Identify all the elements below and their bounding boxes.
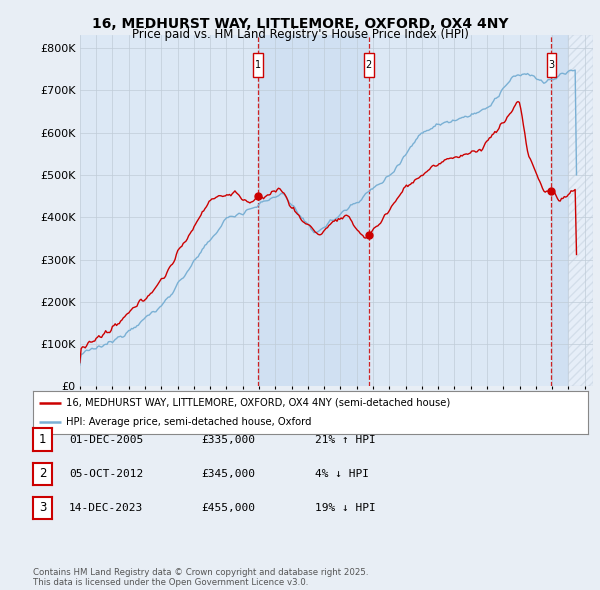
Text: HPI: Average price, semi-detached house, Oxford: HPI: Average price, semi-detached house,… xyxy=(66,417,312,427)
Text: £455,000: £455,000 xyxy=(201,503,255,513)
Text: 16, MEDHURST WAY, LITTLEMORE, OXFORD, OX4 4NY (semi-detached house): 16, MEDHURST WAY, LITTLEMORE, OXFORD, OX… xyxy=(66,398,451,408)
Text: 05-OCT-2012: 05-OCT-2012 xyxy=(69,469,143,478)
Bar xyxy=(257,35,369,386)
FancyBboxPatch shape xyxy=(253,53,263,77)
Text: 1: 1 xyxy=(39,433,46,446)
Text: 2: 2 xyxy=(366,60,372,70)
FancyBboxPatch shape xyxy=(547,53,556,77)
Text: 2: 2 xyxy=(39,467,46,480)
Text: 14-DEC-2023: 14-DEC-2023 xyxy=(69,503,143,513)
Text: 01-DEC-2005: 01-DEC-2005 xyxy=(69,435,143,444)
Text: Contains HM Land Registry data © Crown copyright and database right 2025.
This d: Contains HM Land Registry data © Crown c… xyxy=(33,568,368,587)
Text: £335,000: £335,000 xyxy=(201,435,255,444)
Text: £345,000: £345,000 xyxy=(201,469,255,478)
Text: Price paid vs. HM Land Registry's House Price Index (HPI): Price paid vs. HM Land Registry's House … xyxy=(131,28,469,41)
Bar xyxy=(568,35,593,386)
Text: 3: 3 xyxy=(548,60,554,70)
Bar xyxy=(551,35,568,386)
Text: 1: 1 xyxy=(254,60,261,70)
Text: 21% ↑ HPI: 21% ↑ HPI xyxy=(315,435,376,444)
Text: 16, MEDHURST WAY, LITTLEMORE, OXFORD, OX4 4NY: 16, MEDHURST WAY, LITTLEMORE, OXFORD, OX… xyxy=(92,17,508,31)
Text: 4% ↓ HPI: 4% ↓ HPI xyxy=(315,469,369,478)
Text: 3: 3 xyxy=(39,502,46,514)
Text: 19% ↓ HPI: 19% ↓ HPI xyxy=(315,503,376,513)
FancyBboxPatch shape xyxy=(364,53,374,77)
